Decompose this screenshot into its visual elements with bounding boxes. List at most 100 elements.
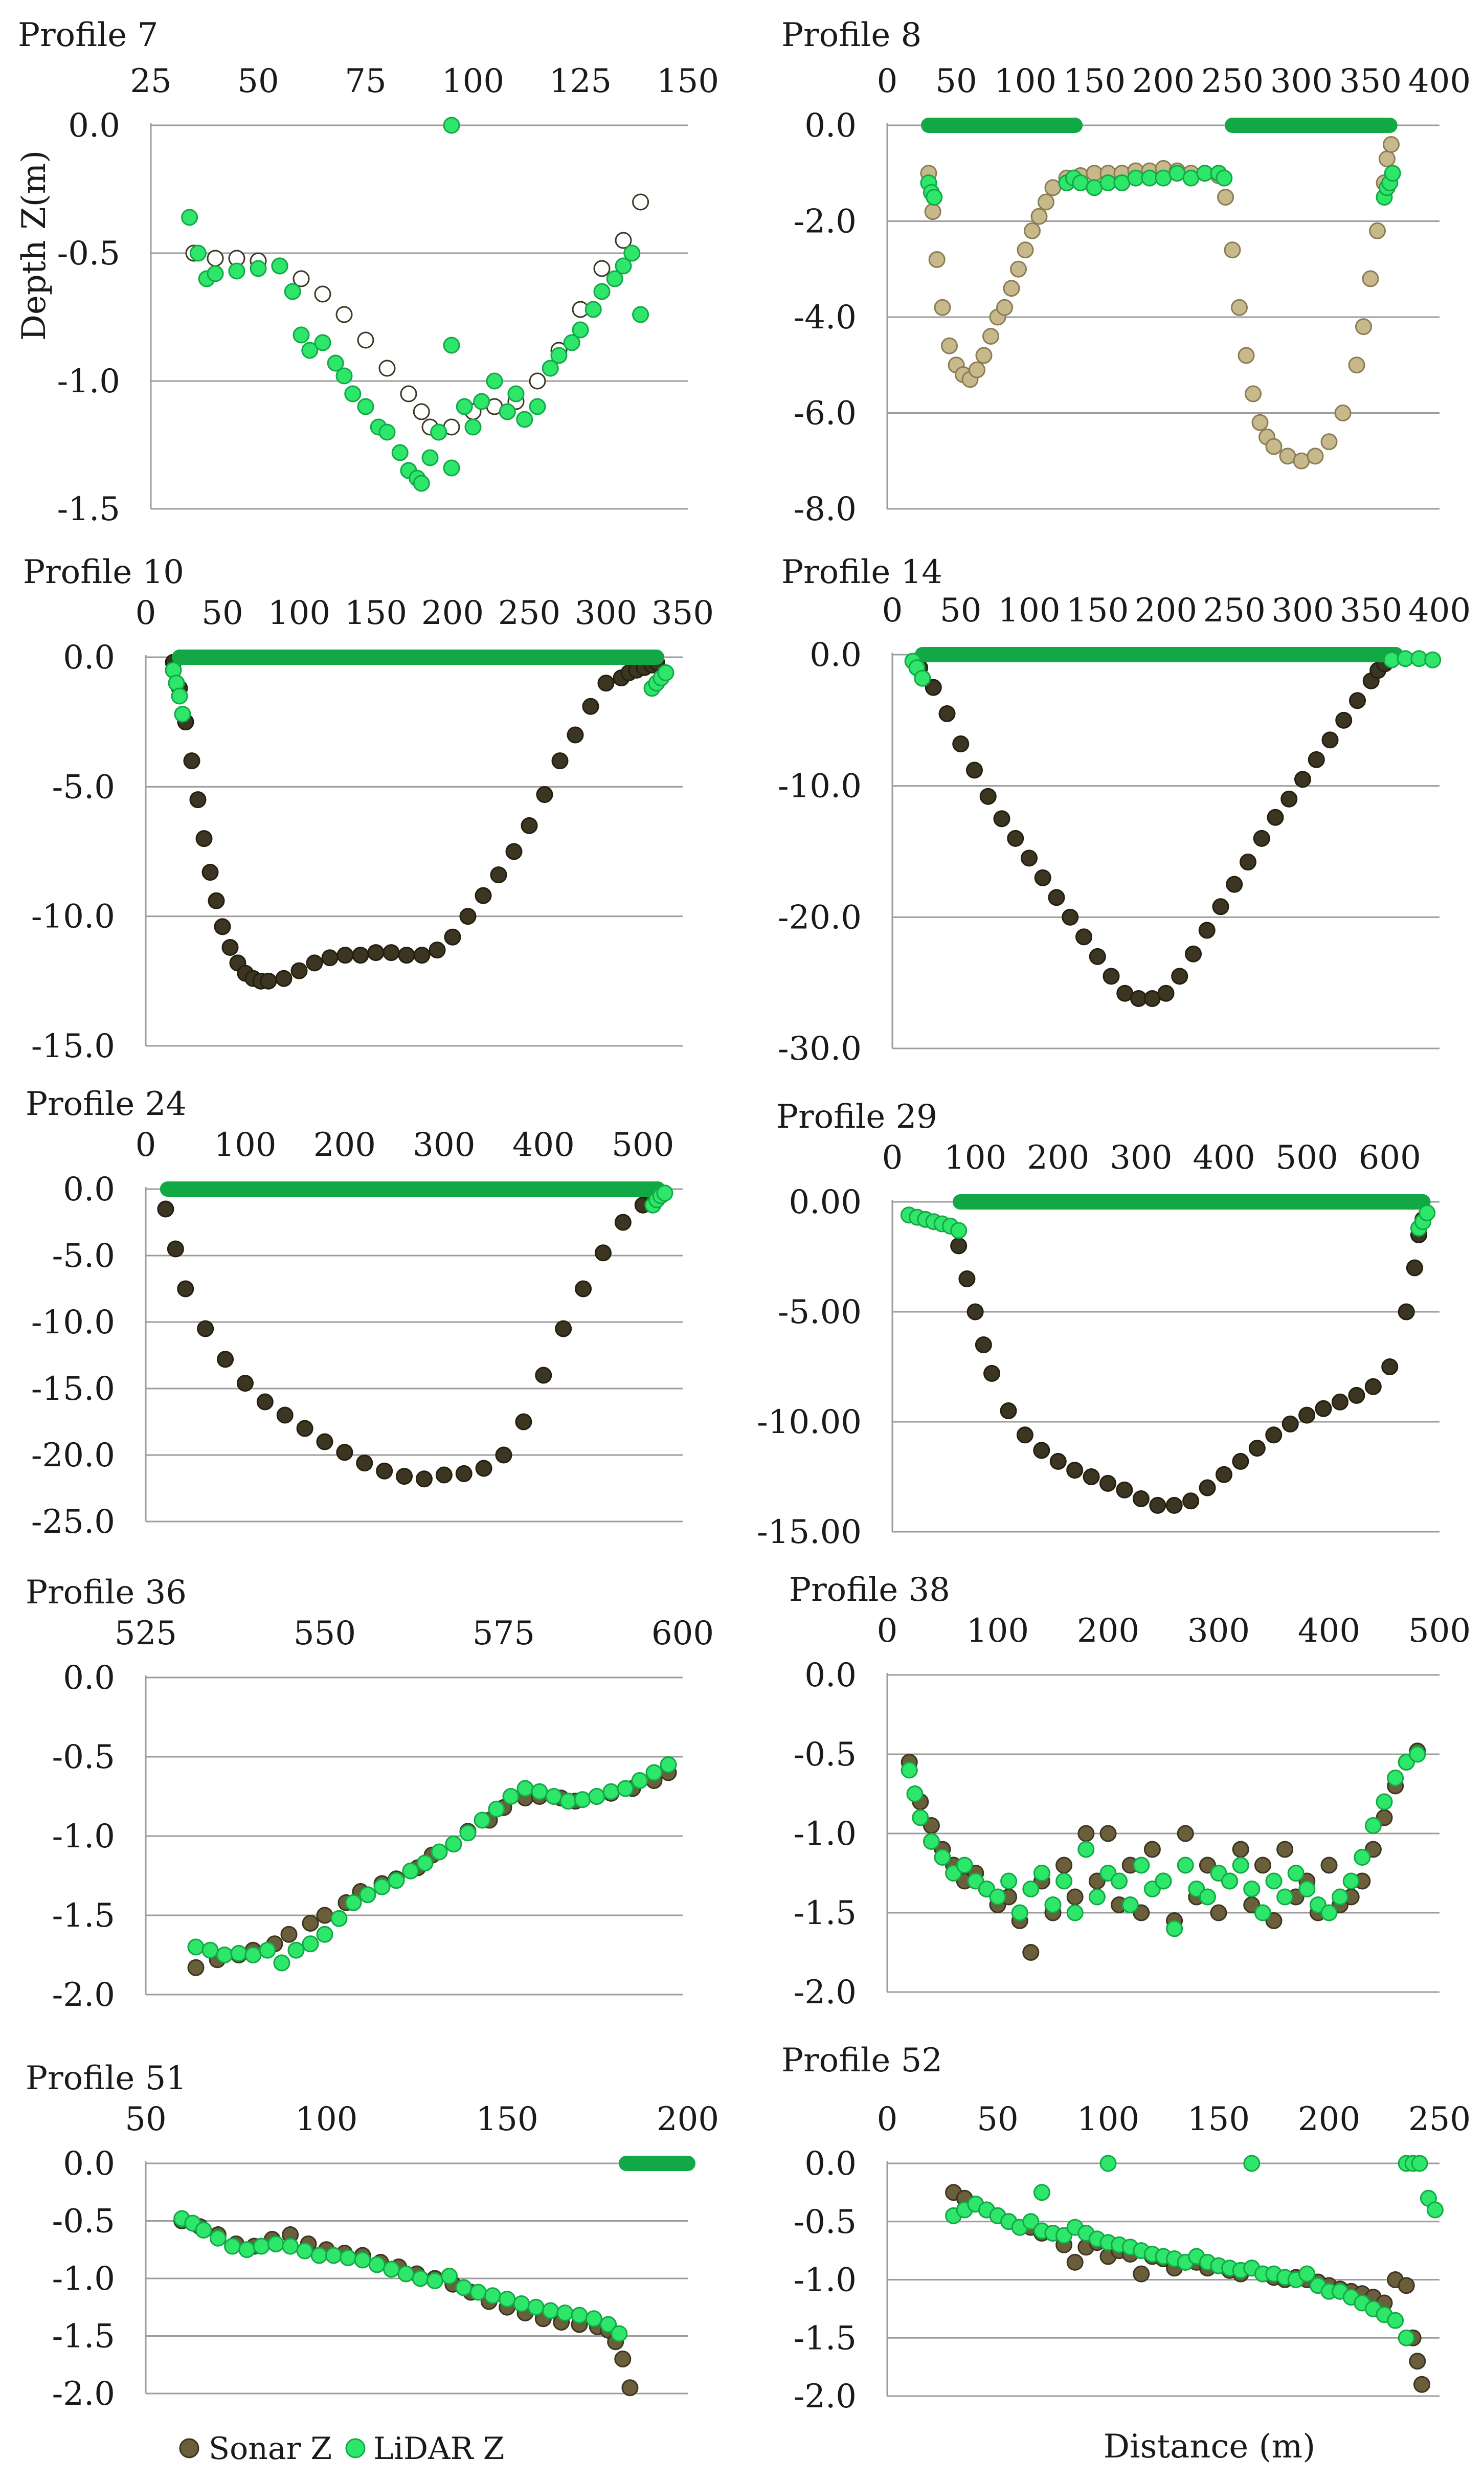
panel-title: Profile 14 — [781, 553, 942, 591]
lidar-point — [1022, 1881, 1040, 1897]
sonar-point — [1199, 1479, 1216, 1496]
sonar-point — [302, 1915, 319, 1932]
y-tick-label: -0.5 — [794, 2203, 857, 2241]
lidar-point — [250, 260, 267, 277]
sonar-point — [1066, 1462, 1084, 1479]
lidar-point — [445, 1836, 462, 1852]
sonar-point — [1331, 1393, 1348, 1411]
lidar-point — [473, 393, 490, 410]
sonar-point — [925, 679, 942, 696]
lidar-point — [416, 1854, 434, 1872]
lidar-point — [195, 2222, 212, 2239]
y-tick-label: -2.0 — [794, 2378, 857, 2416]
lidar-point — [224, 2238, 241, 2255]
lidar-point — [574, 1791, 591, 1808]
sonar-point — [1281, 1415, 1299, 1433]
lidar-point — [216, 1947, 233, 1963]
lidar-point — [469, 2284, 487, 2301]
lidar-point — [344, 385, 362, 403]
sonar-point — [217, 1351, 234, 1368]
lidar-point — [284, 283, 301, 300]
x-tick-label: 400 — [1193, 1139, 1255, 1177]
x-tick-label: 25 — [130, 62, 171, 100]
lidar-point — [486, 372, 503, 390]
lidar-point — [1243, 1881, 1261, 1897]
lidar-point — [368, 2256, 386, 2273]
sonar-point — [435, 1466, 453, 1484]
sonar-point — [1378, 150, 1396, 168]
lidar-point — [1419, 1204, 1436, 1221]
sonar-point — [1116, 1481, 1133, 1499]
lidar-point — [1409, 1746, 1426, 1763]
sonar-point — [1224, 241, 1241, 259]
sonar-point — [996, 299, 1013, 316]
lidar-point — [926, 189, 943, 206]
panel-title: Profile 52 — [781, 2042, 942, 2079]
lidar-point — [488, 1800, 505, 1818]
lidar-point — [545, 1788, 563, 1805]
sonar-point — [1165, 1496, 1183, 1514]
lidar-point — [413, 475, 430, 492]
lidar-outlier-point — [1099, 2155, 1117, 2172]
sonar-point — [1369, 222, 1386, 239]
lidar-point — [383, 2261, 400, 2278]
sonar-point — [1308, 751, 1325, 768]
sonar-point — [1267, 809, 1284, 826]
panel-title: Profile 10 — [23, 553, 184, 591]
lidar-point — [657, 664, 674, 681]
sonar-point — [1143, 1841, 1161, 1858]
lidar-point — [430, 423, 447, 441]
legend-lidar-marker — [345, 2438, 366, 2458]
legend-sonar-marker — [179, 2438, 199, 2458]
lidar-point — [502, 1788, 520, 1805]
sonar-point — [1016, 1426, 1033, 1444]
lidar-point — [1155, 169, 1172, 187]
lidar-point — [201, 1941, 219, 1959]
lidar-point — [645, 1764, 663, 1781]
sonar-point — [221, 938, 239, 956]
lidar-outlier-point — [443, 117, 460, 134]
sonar-point — [1362, 270, 1379, 287]
sonar-point — [256, 1393, 274, 1411]
x-tick-label: 50 — [125, 2100, 166, 2138]
sonar-point — [621, 2379, 639, 2397]
lidar-point — [632, 306, 649, 323]
x-tick-label: 0 — [136, 594, 156, 632]
y-axis-label: Depth Z(m) — [15, 150, 53, 341]
sonar-point — [357, 331, 374, 349]
lidar-point — [1376, 1793, 1393, 1810]
x-tick-label: 250 — [498, 594, 560, 632]
x-tick-label: 100 — [944, 1139, 1006, 1177]
lidar-point — [989, 1888, 1006, 1906]
sonar-point — [293, 270, 310, 287]
panel-1: Profile 7 0.0 -0.5 -1.0 -1.5 25 50 75 100 125 150 — [18, 16, 719, 528]
lidar-point — [1287, 1865, 1305, 1882]
y-tick-label: -15.00 — [757, 1513, 862, 1551]
y-tick-label: -0.5 — [57, 235, 120, 273]
x-tick-label: 525 — [115, 1615, 177, 1652]
sonar-point — [966, 1303, 984, 1321]
y-tick-label: -1.5 — [52, 1897, 115, 1935]
sonar-point — [529, 372, 546, 390]
sonar-point — [214, 918, 231, 935]
x-tick-label: 150 — [476, 2100, 538, 2138]
legend-sonar-label: Sonar Z — [209, 2431, 332, 2467]
sonar-point — [1044, 179, 1062, 196]
sonar-point — [376, 1462, 393, 1480]
sonar-point — [335, 306, 353, 323]
x-tick-label: 400 — [512, 1126, 575, 1164]
lidar-point — [901, 1761, 918, 1779]
sonar-point — [521, 817, 538, 834]
lidar-point — [1022, 2213, 1040, 2230]
sonar-point — [1334, 405, 1352, 421]
sonar-point — [1276, 1841, 1294, 1858]
lidar-point — [499, 2291, 516, 2308]
y-tick-label: 0.0 — [804, 1657, 857, 1694]
lidar-point — [529, 398, 546, 415]
sonar-point — [1335, 711, 1353, 729]
x-tick-label: 300 — [1187, 1612, 1250, 1650]
sonar-point — [429, 942, 446, 959]
y-tick-label: -10.0 — [31, 1304, 115, 1341]
sonar-point — [197, 1320, 214, 1337]
sonar-point — [1321, 731, 1339, 749]
